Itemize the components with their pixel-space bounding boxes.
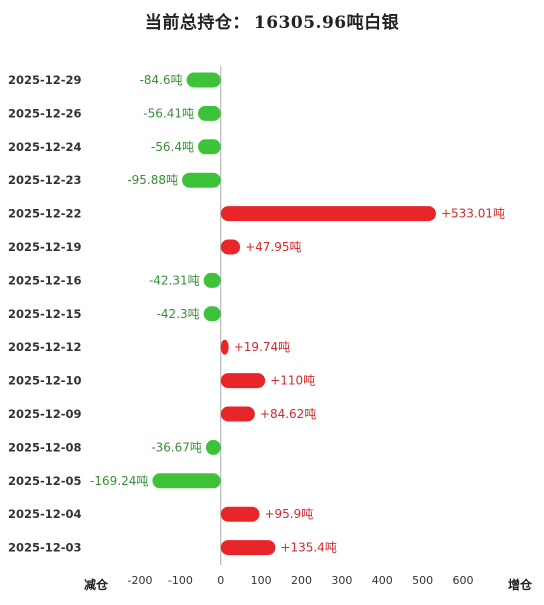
x-tick-label: 100 — [251, 574, 272, 587]
x-tick-label: 0 — [217, 574, 224, 587]
bar — [197, 139, 221, 155]
x-tick-label: 600 — [453, 574, 474, 587]
category-label: 2025-12-05 — [8, 474, 82, 488]
bar — [220, 339, 229, 355]
x-tick-label: 400 — [372, 574, 393, 587]
bar — [205, 439, 221, 455]
bar-value-label: -169.24吨 — [90, 474, 148, 488]
category-label: 2025-12-23 — [8, 173, 82, 187]
bar — [220, 540, 276, 556]
category-label: 2025-12-29 — [8, 73, 82, 87]
bar-value-label: +533.01吨 — [441, 207, 505, 221]
positive-side-label: 增仓 — [508, 577, 533, 592]
category-label: 2025-12-09 — [8, 407, 82, 421]
chart-title: 当前总持仓： 16305.96吨白银 — [0, 8, 544, 33]
category-label: 2025-12-22 — [8, 207, 82, 221]
bar — [203, 306, 221, 322]
category-label: 2025-12-16 — [8, 273, 82, 287]
category-label: 2025-12-15 — [8, 307, 82, 321]
title-prefix: 当前总持仓： — [144, 13, 250, 33]
bar-value-label: -56.4吨 — [151, 140, 194, 154]
bar — [220, 406, 255, 422]
bar-value-label: -42.3吨 — [157, 307, 200, 321]
category-label: 2025-12-19 — [8, 240, 82, 254]
x-tick-label: -100 — [168, 574, 193, 587]
x-tick-label: 200 — [291, 574, 312, 587]
bar — [220, 206, 436, 222]
bar-value-label: -84.6吨 — [140, 73, 183, 87]
category-label: 2025-12-12 — [8, 340, 82, 354]
category-label: 2025-12-08 — [8, 440, 82, 454]
bar — [182, 172, 221, 188]
x-tick-label: 300 — [331, 574, 352, 587]
category-label: 2025-12-04 — [8, 507, 82, 521]
bar-value-label: +19.74吨 — [234, 340, 290, 354]
category-label: 2025-12-03 — [8, 541, 82, 555]
bar-value-label: +84.62吨 — [260, 407, 316, 421]
bar-value-label: -42.31吨 — [149, 273, 200, 287]
bar-value-label: +95.9吨 — [264, 507, 313, 521]
title-unit: 吨白银 — [346, 13, 400, 33]
bar — [203, 272, 221, 288]
bar-value-label: +47.95吨 — [245, 240, 301, 254]
bar — [186, 72, 221, 88]
x-tick-label: -200 — [128, 574, 153, 587]
bar — [220, 506, 260, 522]
bar-value-label: +135.4吨 — [280, 541, 336, 555]
category-label: 2025-12-26 — [8, 106, 82, 120]
negative-side-label: 减仓 — [84, 577, 109, 592]
bar — [197, 105, 221, 121]
category-label: 2025-12-24 — [8, 140, 82, 154]
bar-value-label: +110吨 — [270, 374, 315, 388]
bar-value-label: -95.88吨 — [127, 173, 178, 187]
bar — [220, 373, 266, 389]
bar — [152, 473, 221, 489]
bar-value-label: -56.41吨 — [143, 106, 194, 120]
bar-value-label: -36.67吨 — [151, 440, 202, 454]
bar — [220, 239, 241, 255]
category-label: 2025-12-10 — [8, 374, 82, 388]
total-holding-value: 16305.96 — [253, 13, 347, 33]
x-tick-label: 500 — [412, 574, 433, 587]
